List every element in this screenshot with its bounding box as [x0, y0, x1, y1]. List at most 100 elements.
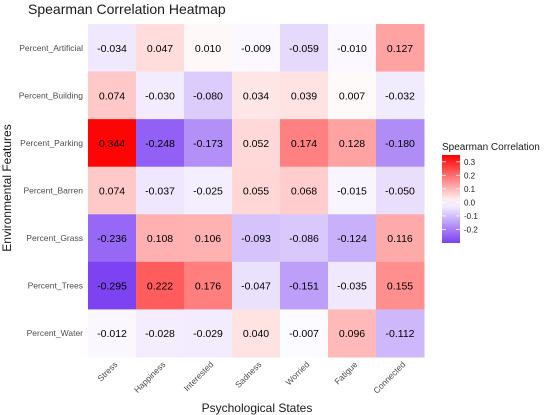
y-tick-label: Percent_Barren [23, 186, 83, 196]
cell-value-label: -0.035 [337, 281, 367, 293]
y-tick-label: Percent_Building [19, 90, 84, 100]
heatmap-cell [328, 119, 377, 168]
heatmap-cell [136, 309, 185, 358]
cell-value-label: 0.174 [291, 138, 317, 150]
cell-value-label: -0.037 [145, 186, 175, 198]
heatmap-cells: -0.034 0.047 0.010 -0.009 -0.059 -0.010 0.127 0… [88, 24, 425, 358]
heatmap-cell [184, 166, 233, 215]
x-tick-label: Fatigue [332, 359, 359, 386]
cell-value-label: -0.034 [97, 43, 127, 55]
heatmap-cell [376, 71, 425, 120]
cell-value-label: -0.086 [289, 233, 319, 245]
heatmap-cell [376, 309, 425, 358]
cell-value-label: 0.034 [243, 90, 269, 102]
cell-value-label: 0.106 [195, 233, 221, 245]
cell-value-label: -0.012 [97, 328, 127, 340]
y-tick-label: Percent_Trees [28, 281, 83, 291]
heatmap-cell [88, 71, 137, 120]
cell-value-label: 0.222 [147, 281, 173, 293]
y-axis-title: Environmental Features [0, 124, 14, 251]
heatmap-cell [136, 71, 185, 120]
y-tick-label: Percent_Grass [26, 233, 83, 243]
heatmap-cell [184, 24, 233, 73]
cell-value-label: 0.040 [243, 328, 269, 340]
cell-value-label: -0.029 [193, 328, 223, 340]
y-tick-label: Percent_Artificial [19, 43, 83, 53]
legend-tick-label: 0.2 [464, 171, 476, 180]
cell-value-label: 0.096 [339, 328, 365, 340]
cell-value-label: -0.015 [337, 186, 367, 198]
y-tick-label: Percent_Parking [20, 138, 83, 148]
cell-value-label: -0.028 [145, 328, 175, 340]
cell-value-label: 0.074 [99, 90, 125, 102]
cell-value-label: -0.030 [145, 90, 175, 102]
cell-value-label: -0.151 [289, 281, 319, 293]
heatmap-cell [88, 24, 137, 73]
cell-value-label: -0.047 [241, 281, 271, 293]
cell-value-label: -0.112 [386, 328, 415, 340]
legend-color-bar [442, 155, 460, 243]
cell-value-label: 0.052 [243, 138, 269, 150]
x-tick-label: Stress [95, 359, 119, 383]
y-tick-label: Percent_Water [27, 328, 84, 338]
legend-tick-label: -0.1 [464, 212, 478, 221]
heatmap-cell [376, 261, 425, 310]
heatmap-cell [232, 309, 281, 358]
heatmap-cell [184, 261, 233, 310]
heatmap-cell [88, 309, 137, 358]
cell-value-label: 0.116 [387, 233, 413, 245]
legend-tick-label: 0.1 [464, 185, 476, 194]
legend-title: Spearman Correlation [442, 142, 540, 153]
cell-value-label: -0.295 [97, 281, 127, 293]
heatmap-cell [280, 261, 329, 310]
heatmap-cell [328, 309, 377, 358]
cell-value-label: -0.059 [289, 43, 319, 55]
cell-value-label: 0.055 [243, 186, 269, 198]
x-tick-label: Connected [371, 359, 407, 395]
cell-value-label: -0.032 [385, 90, 415, 102]
cell-value-label: -0.248 [145, 138, 175, 150]
cell-value-label: 0.128 [339, 138, 365, 150]
heatmap-cell [232, 166, 281, 215]
cell-value-label: 0.176 [195, 281, 221, 293]
heatmap-cell [280, 71, 329, 120]
cell-value-label: 0.108 [147, 233, 173, 245]
heatmap-cell [232, 119, 281, 168]
heatmap-cell [184, 71, 233, 120]
heatmap-cell [328, 214, 377, 263]
heatmap-cell [232, 24, 281, 73]
heatmap-cell [328, 166, 377, 215]
heatmap-cell [232, 214, 281, 263]
x-tick-label: Sadness [233, 359, 263, 389]
heatmap-cell [280, 309, 329, 358]
cell-value-label: -0.180 [385, 138, 415, 150]
heatmap-cell [184, 309, 233, 358]
heatmap-cell [136, 261, 185, 310]
heatmap-cell [88, 119, 137, 168]
cell-value-label: 0.344 [99, 138, 125, 150]
heatmap-cell [88, 214, 137, 263]
x-tick-label: Worried [283, 359, 311, 387]
cell-value-label: -0.007 [289, 328, 319, 340]
heatmap-cell [88, 261, 137, 310]
heatmap-cell [232, 261, 281, 310]
cell-value-label: -0.080 [193, 90, 223, 102]
cell-value-label: 0.155 [387, 281, 413, 293]
heatmap-cell [136, 24, 185, 73]
x-tick-label: Interested [182, 359, 216, 393]
legend-tick-label: -0.2 [464, 225, 478, 234]
heatmap-cell [280, 214, 329, 263]
heatmap-cell [376, 166, 425, 215]
heatmap-cell [280, 166, 329, 215]
cell-value-label: -0.010 [337, 43, 367, 55]
x-axis-title: Psychological States [202, 401, 313, 415]
heatmap-cell [136, 214, 185, 263]
heatmap-cell [328, 24, 377, 73]
heatmap-cell [280, 119, 329, 168]
heatmap-cell [328, 71, 377, 120]
heatmap-cell [88, 166, 137, 215]
chart-title: Spearman Correlation Heatmap [28, 1, 226, 17]
cell-value-label: 0.074 [99, 186, 125, 198]
heatmap-cell [376, 119, 425, 168]
